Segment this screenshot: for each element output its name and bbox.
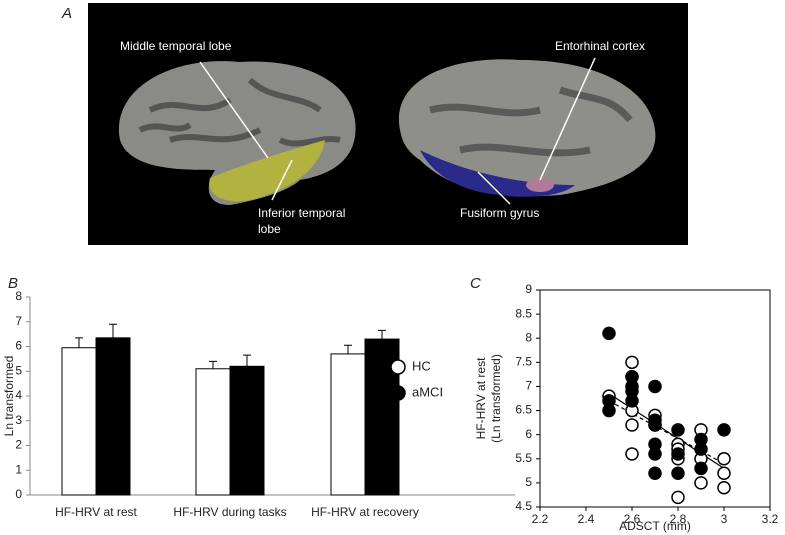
plot-frame xyxy=(539,289,771,508)
y-tick-label: 0 xyxy=(15,487,22,501)
y-axis-label: Ln transformed xyxy=(2,356,16,437)
y-tick-label: 2 xyxy=(15,438,22,452)
y-tick-label: 8 xyxy=(15,289,22,303)
point xyxy=(717,452,731,466)
y-tick-label: 4 xyxy=(15,388,22,402)
brain-left xyxy=(118,61,356,206)
x-tick-label: 2.4 xyxy=(578,512,595,526)
point xyxy=(671,423,685,437)
y-tick-label: 1 xyxy=(15,462,22,476)
point xyxy=(717,423,731,437)
point xyxy=(671,466,685,480)
error-bar xyxy=(109,323,117,338)
x-tick-label: HF-HRV at recovery xyxy=(311,505,419,519)
y-tick-label: 4.5 xyxy=(515,499,532,513)
y-tick-label: 6 xyxy=(15,339,22,353)
y-tick-label: 9 xyxy=(525,282,532,296)
bar xyxy=(229,365,265,496)
error-bar xyxy=(378,329,386,340)
error-bar xyxy=(75,337,83,348)
y-tick-label: 7.5 xyxy=(515,355,532,369)
x-axis-label: ADSCT (mm) xyxy=(619,519,691,533)
point xyxy=(717,480,731,495)
point xyxy=(648,447,662,461)
x-tick-label: 2.2 xyxy=(532,512,549,526)
brain-annotation: Middle temporal lobe xyxy=(120,39,232,53)
point xyxy=(602,403,616,418)
point xyxy=(625,447,639,461)
brain-right xyxy=(398,59,656,197)
point xyxy=(625,394,639,408)
legend-marker xyxy=(390,385,406,401)
y-tick-label: 3 xyxy=(15,413,22,427)
x-tick-label: 3.2 xyxy=(762,512,779,526)
y-tick-label: 7 xyxy=(15,314,22,328)
point xyxy=(671,447,685,461)
point xyxy=(648,466,662,480)
point xyxy=(648,379,662,394)
y-tick-label: 5.5 xyxy=(515,451,532,465)
point xyxy=(717,466,731,480)
panel-label: B xyxy=(8,275,18,292)
point xyxy=(625,418,639,432)
x-tick-label: HF-HRV at rest xyxy=(55,505,137,519)
y-tick-label: 7 xyxy=(525,379,532,393)
brain-annotation: Fusiform gyrus xyxy=(460,206,539,220)
bar xyxy=(61,347,97,496)
point xyxy=(602,326,616,341)
point xyxy=(694,476,708,490)
y-tick-label: 6 xyxy=(525,427,532,441)
point xyxy=(625,355,639,370)
point xyxy=(671,490,685,505)
x-tick-label: 2.8 xyxy=(670,512,687,526)
legend-label: aMCI xyxy=(412,384,443,399)
bar xyxy=(95,337,131,496)
legend-label: HC xyxy=(412,358,431,373)
x-tick-label: HF-HRV during tasks xyxy=(173,505,286,519)
y-axis-label: HF-HRV at rest xyxy=(474,357,488,439)
error-bar xyxy=(243,354,251,367)
point xyxy=(648,418,662,432)
y-tick-label: 6.5 xyxy=(515,403,532,417)
panel-label: C xyxy=(470,275,481,292)
x-tick-label: 2.6 xyxy=(624,512,641,526)
bar xyxy=(330,353,366,496)
bar xyxy=(195,368,231,496)
point xyxy=(694,461,708,476)
error-bar xyxy=(209,360,217,369)
brain-annotation: lobe xyxy=(258,222,281,236)
y-tick-label: 8.5 xyxy=(515,306,532,320)
brain-annotation: Inferior temporal xyxy=(258,206,345,220)
y-tick-label: 5 xyxy=(15,363,22,377)
y-axis-label: (Ln transformed) xyxy=(489,354,503,443)
legend-marker xyxy=(390,359,406,375)
y-tick-label: 5 xyxy=(525,475,532,489)
y-tick-label: 8 xyxy=(525,330,532,344)
error-bar xyxy=(344,344,352,354)
panel-label: A xyxy=(61,5,72,22)
x-tick-label: 3 xyxy=(721,512,728,526)
point xyxy=(694,442,708,456)
brain-annotation: Entorhinal cortex xyxy=(555,39,645,53)
